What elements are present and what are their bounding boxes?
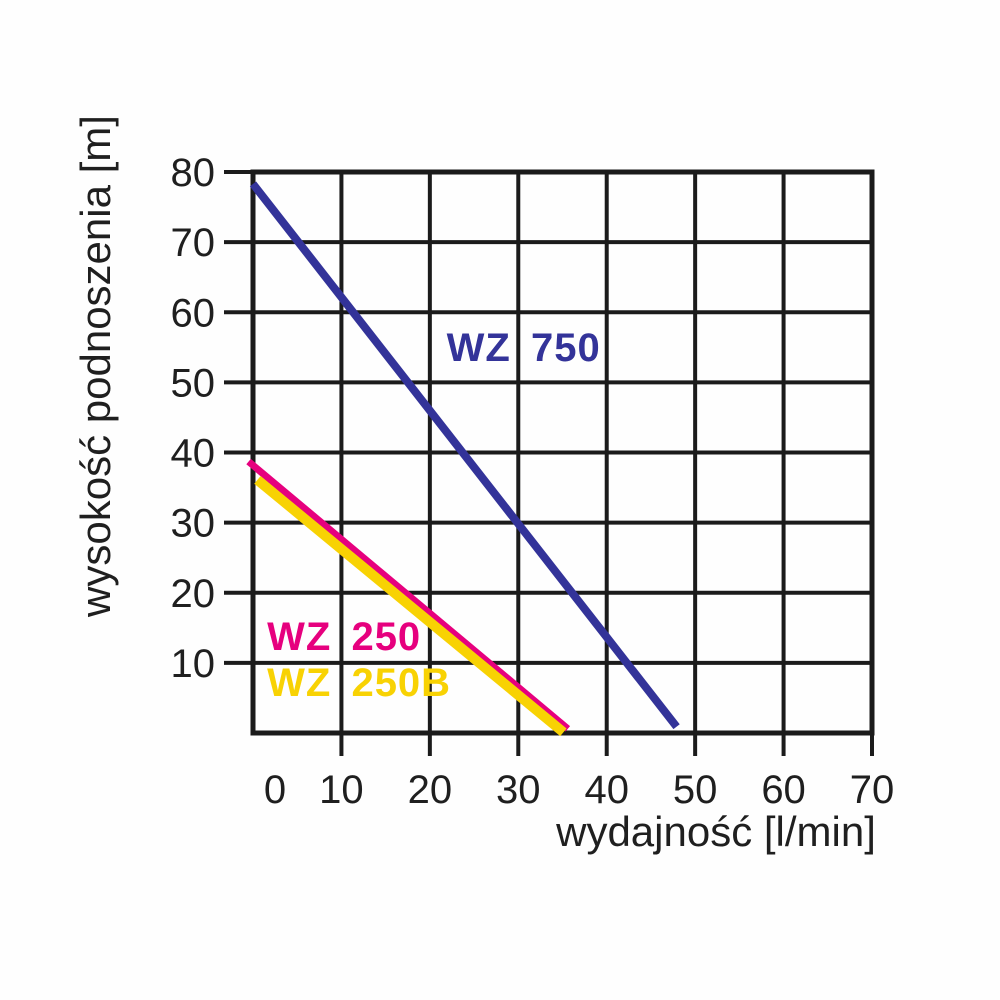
x-tick-label: 20	[408, 768, 453, 812]
y-tick-label: 40	[171, 432, 216, 476]
tick-layer: 0 10 20 30 40 50 60 70 10 20 30 40 50 60 70 80	[171, 151, 895, 812]
x-tick-label: 40	[584, 768, 629, 812]
y-tick-label: 30	[171, 502, 216, 546]
series-line-wz-250	[246, 458, 571, 732]
y-tick-label: 10	[171, 642, 216, 686]
series-label-wz-750: WZ 750	[447, 326, 601, 370]
series-label-wz-250: WZ 250	[267, 615, 421, 659]
x-tick-label: 0	[264, 768, 286, 812]
x-tick-label: 30	[496, 768, 541, 812]
series-line-wz-750	[249, 181, 680, 730]
y-axis-title: wysokość podnoszenia [m]	[72, 115, 119, 618]
x-tick-label: 50	[673, 768, 718, 812]
x-axis-title: wydajność [l/min]	[555, 808, 876, 855]
y-tick-label: 70	[171, 221, 216, 265]
x-tick-label: 70	[850, 768, 895, 812]
x-tick-label: 60	[761, 768, 806, 812]
y-tick-label: 50	[171, 361, 216, 405]
y-tick-label: 60	[171, 291, 216, 335]
series-label-wz-250b: WZ 250B	[267, 661, 451, 705]
y-tick-label: 20	[171, 572, 216, 616]
series-lines-layer	[246, 181, 680, 737]
series-line-wz-250b	[254, 475, 567, 737]
y-tick-label: 80	[171, 151, 216, 195]
x-tick-label: 10	[319, 768, 364, 812]
